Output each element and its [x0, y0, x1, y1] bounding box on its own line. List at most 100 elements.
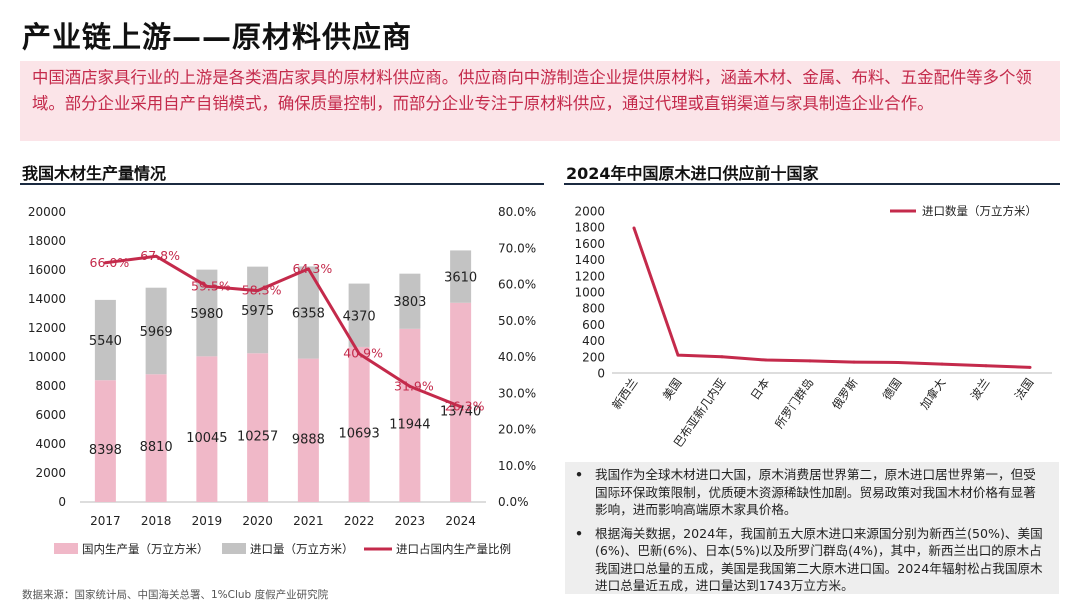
ratio-point — [357, 352, 361, 356]
bar-domestic — [297, 358, 319, 502]
left-section-rule — [20, 183, 544, 185]
bullet-icon: • — [575, 467, 584, 482]
y-tick-label: 800 — [582, 302, 605, 316]
y-left-tick-label: 14000 — [28, 292, 66, 306]
bar-domestic — [348, 346, 370, 502]
import-point — [896, 360, 900, 364]
wood-production-chart: 0 2000 4000 6000 8000 10000 12000 14000 16000 180… — [28, 205, 536, 556]
bar-import — [196, 269, 218, 357]
note-item: • 我国作为全球木材进口大国，原木消费居世界第二，原木进口居世界第一，但受国际环… — [575, 466, 1047, 519]
ratio-point — [205, 284, 209, 288]
note-text: 我国作为全球木材进口大国，原木消费居世界第二，原木进口居世界第一，但受国际环保政… — [595, 467, 1036, 517]
y-tick-label: 1200 — [574, 269, 605, 283]
y-tick-label: 200 — [582, 350, 605, 364]
ratio-point — [154, 254, 158, 258]
x-tick-label: 2020 — [242, 514, 273, 528]
data-label-ratio: 58.3% — [242, 283, 282, 298]
import-point — [764, 358, 768, 362]
data-source: 数据来源：国家统计局、中国海关总署、1%Club 度假产业研究院 — [22, 589, 329, 601]
data-label-import: 6358 — [292, 307, 325, 322]
bar-domestic — [399, 328, 421, 502]
x-tick-label: 美国 — [660, 376, 685, 403]
y-right-tick-label: 40.0% — [498, 350, 536, 364]
x-tick-label: 新西兰 — [609, 376, 640, 412]
import-point — [676, 353, 680, 357]
bar-import — [94, 299, 116, 381]
y-right-tick-label: 50.0% — [498, 314, 536, 328]
x-tick-label: 所罗门群岛 — [772, 376, 816, 431]
y-tick-label: 2000 — [574, 205, 605, 219]
bar-import — [399, 273, 421, 329]
bar-domestic — [94, 380, 116, 502]
x-tick-label: 2023 — [395, 514, 426, 528]
data-label-domestic: 11944 — [389, 417, 430, 432]
data-label-ratio: 31.9% — [394, 378, 434, 393]
ratio-line-series — [105, 254, 462, 409]
y-right-tick-label: 10.0% — [498, 459, 536, 473]
data-label-domestic: 10045 — [186, 431, 227, 446]
y-tick-label: 1600 — [574, 237, 605, 251]
note-text: 根据海关数据，2024年，我国前五大原木进口来源国分别为新西兰(50%)、美国(… — [595, 525, 1043, 594]
y-left-tick-label: 6000 — [35, 408, 66, 422]
y-left-tick-label: 8000 — [35, 379, 66, 393]
x-tick-label: 2017 — [90, 514, 121, 528]
legend-label-domestic: 国内生产量（万立方米） — [82, 542, 209, 556]
y-right-tick-label: 20.0% — [498, 423, 536, 437]
log-import-chart: 0 200 400 600 800 1000 1200 1400 1600 1800 2000 新西兰… — [574, 204, 1052, 450]
y-left-tick-label: 20000 — [28, 205, 66, 219]
y-right-tick-label: 70.0% — [498, 241, 536, 255]
x-tick-label: 加拿大 — [917, 375, 949, 412]
data-label-ratio: 26.3% — [445, 399, 485, 414]
import-point — [852, 360, 856, 364]
bar-domestic — [145, 374, 167, 502]
y-right-tick-label: 60.0% — [498, 278, 536, 292]
bar-import — [145, 287, 167, 375]
bar-domestic — [247, 353, 269, 502]
x-tick-label: 法国 — [1012, 376, 1037, 403]
ratio-point — [408, 384, 412, 388]
y-tick-label: 1000 — [574, 286, 605, 300]
data-label-import: 4370 — [343, 309, 376, 324]
y-tick-label: 1800 — [574, 221, 605, 235]
x-tick-label: 波兰 — [968, 376, 993, 403]
legend-swatch-domestic — [54, 543, 78, 554]
page-title: 产业链上游——原材料供应商 — [22, 20, 413, 54]
data-label-domestic: 8398 — [89, 443, 122, 458]
legend-label-ratio: 进口占国内生产量比例 — [396, 542, 511, 556]
import-point — [940, 362, 944, 366]
y-left-tick-label: 0 — [58, 495, 66, 509]
right-section-rule — [564, 183, 1060, 185]
note-item: • 根据海关数据，2024年，我国前五大原木进口来源国分别为新西兰(50%)、美… — [575, 525, 1047, 595]
data-label-domestic: 8810 — [140, 440, 173, 455]
y-left-tick-label: 16000 — [28, 263, 66, 277]
y-tick-label: 1400 — [574, 253, 605, 267]
ratio-point — [103, 261, 107, 265]
x-tick-label: 2022 — [344, 514, 375, 528]
bar-domestic — [450, 302, 472, 502]
x-tick-label: 2019 — [192, 514, 223, 528]
data-label-domestic: 9888 — [292, 432, 325, 447]
data-label-ratio: 64.3% — [293, 261, 333, 276]
legend-label-import: 进口数量（万立方米） — [922, 204, 1037, 218]
import-point — [984, 364, 988, 368]
y-left-tick-label: 10000 — [28, 350, 66, 364]
x-tick-label: 德国 — [880, 376, 905, 403]
data-label-domestic: 10693 — [338, 426, 379, 441]
left-section-title: 我国木材生产量情况 — [22, 164, 167, 183]
data-label-domestic: 13740 — [440, 404, 481, 419]
y-right-tick-label: 30.0% — [498, 386, 536, 400]
notes-box: • 我国作为全球木材进口大国，原木消费居世界第二，原木进口居世界第一，但受国际环… — [565, 462, 1059, 594]
data-label-import: 5980 — [190, 307, 223, 322]
data-label-import: 5969 — [140, 325, 173, 340]
x-tick-label: 日本 — [748, 375, 773, 402]
data-label-domestic: 10257 — [237, 430, 278, 445]
right-section-title: 2024年中国原木进口供应前十国家 — [566, 164, 819, 183]
data-label-ratio: 40.9% — [343, 346, 383, 361]
y-tick-label: 400 — [582, 334, 605, 348]
data-label-ratio: 66.0% — [90, 255, 130, 270]
y-left-tick-label: 12000 — [28, 321, 66, 335]
data-label-import: 5975 — [241, 304, 274, 319]
import-point — [720, 355, 724, 359]
data-label-import: 3610 — [444, 271, 477, 286]
data-label-ratio: 59.5% — [191, 278, 231, 293]
